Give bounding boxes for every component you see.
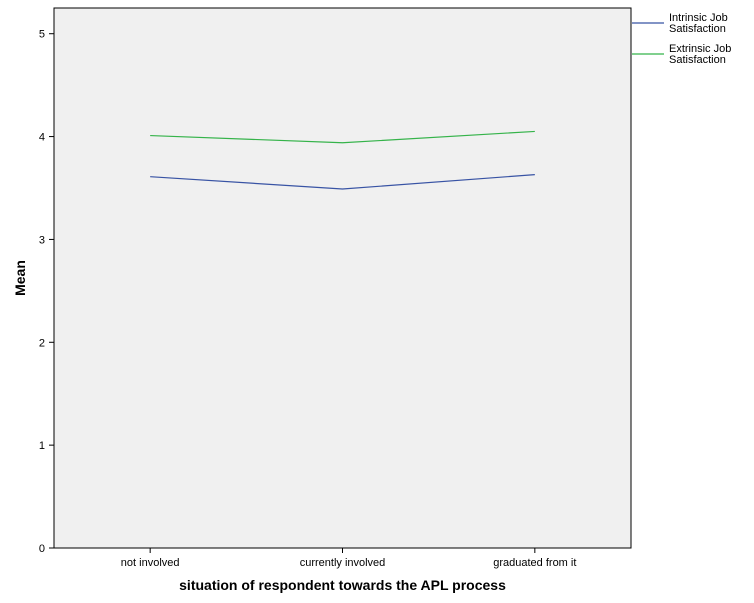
legend-label: Intrinsic Job <box>669 12 728 24</box>
x-tick-label: graduated from it <box>493 557 576 569</box>
y-tick-label: 2 <box>39 337 45 349</box>
series-layer <box>150 130 535 190</box>
legend-label: Extrinsic Job <box>669 43 731 55</box>
series-line-1 <box>150 130 535 144</box>
y-tick-label: 1 <box>39 440 45 452</box>
y-tick-label: 0 <box>39 543 45 555</box>
y-tick-label: 3 <box>39 234 45 246</box>
y-axis-title: Mean <box>12 260 28 296</box>
x-tick-label: not involved <box>121 557 180 569</box>
x-axis-title: situation of respondent towards the APL … <box>179 577 506 593</box>
axes-layer: 0 1 2 3 4 5 not involved currently involved grad… <box>39 29 577 569</box>
series-line-0 <box>150 174 535 190</box>
legend-label: Satisfaction <box>669 23 726 35</box>
plot-area <box>53 7 632 549</box>
y-tick-label: 5 <box>39 29 45 41</box>
legend-label: Satisfaction <box>669 54 726 66</box>
y-tick-label: 4 <box>39 132 45 144</box>
x-tick-label: currently involved <box>300 557 386 569</box>
